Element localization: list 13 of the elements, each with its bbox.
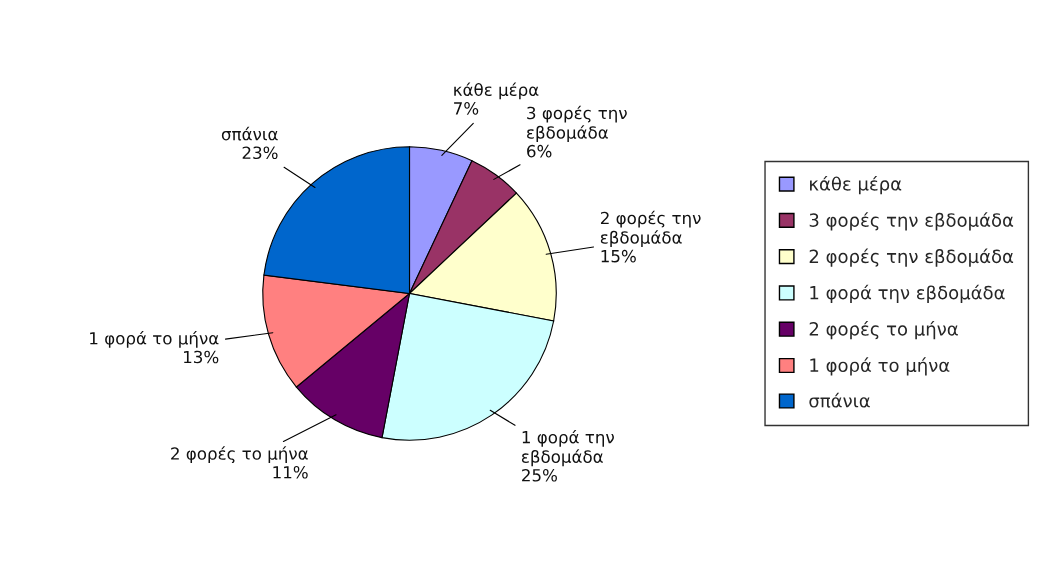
data-label: 1 φορά το μήνα 13% <box>90 331 219 364</box>
legend-label: σπάνια <box>809 392 870 408</box>
legend-label: 2 φορές την εβδομάδα <box>809 248 1014 267</box>
legend-label: 1 φορά την εβδομάδα <box>810 284 1005 303</box>
legend-label: 3 φορές την εβδομάδα <box>809 212 1014 231</box>
data-label: 2 φορές το μήνα 11% <box>171 446 308 479</box>
data-label: 3 φορές την εβδομάδα 6% <box>527 105 627 158</box>
legend-label: 2 φορές το μήνα <box>809 321 958 340</box>
data-label: 1 φορά την εβδομάδα 25% <box>521 429 614 482</box>
legend-label: κάθε μέρα <box>810 175 902 195</box>
data-label: 2 φορές την εβδομάδα 15% <box>600 210 701 263</box>
data-label: σπάνια 23% <box>221 126 278 160</box>
legend-label: 1 φορά το μήνα <box>810 357 950 376</box>
